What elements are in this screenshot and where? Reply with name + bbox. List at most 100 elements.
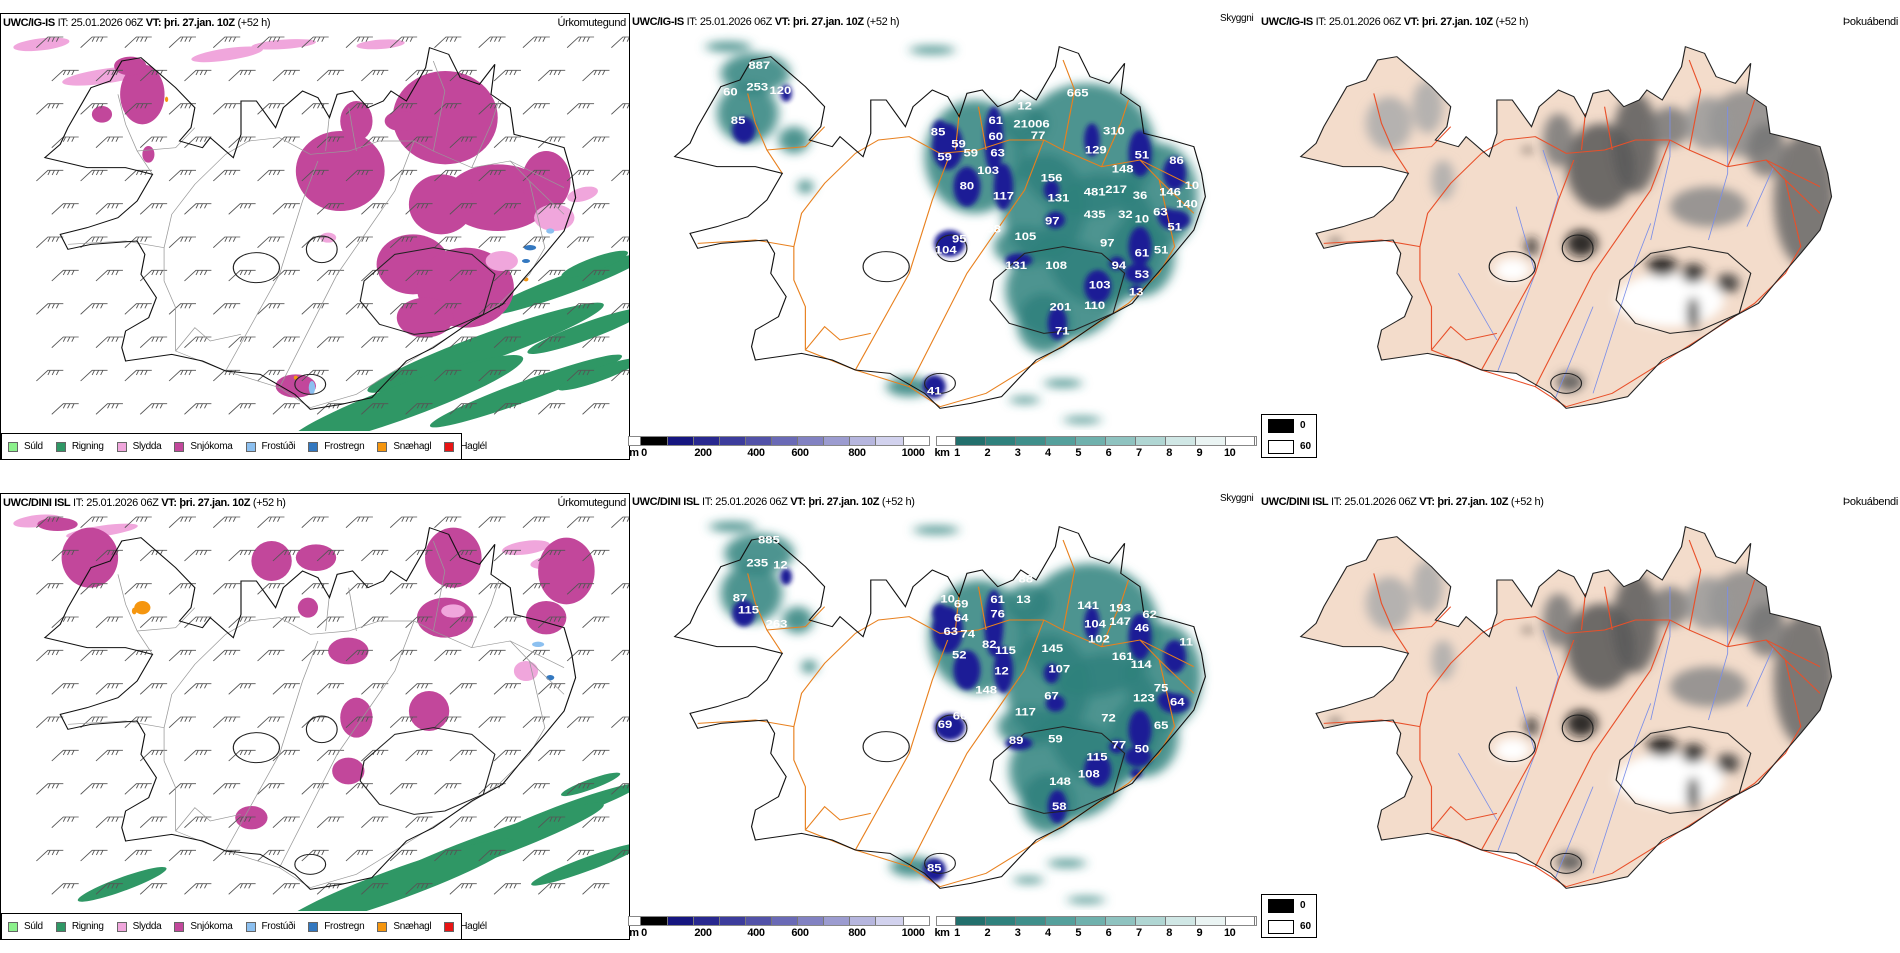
rain-area	[560, 772, 621, 797]
wind-barb	[228, 549, 256, 562]
legend-item-rigning: Rigning	[55, 441, 104, 452]
wind-barb	[184, 336, 212, 348]
wind-barb	[478, 649, 506, 662]
cloud-base-value: 59	[951, 137, 966, 150]
precip-area	[546, 675, 555, 681]
cloud-base-value: 148	[1049, 775, 1071, 788]
low-cloud-base-area	[732, 116, 756, 144]
wind-barb	[139, 336, 168, 348]
wind-barb	[257, 369, 285, 382]
wind-barb	[51, 136, 79, 148]
panel-title-visibility: Skyggni	[1220, 493, 1254, 504]
model-row-dini-isl: UWC/DINI ISL IT: 25.01.2026 06Z VT: þri.…	[0, 493, 1900, 953]
cloud-base-value: 108	[1045, 259, 1067, 272]
legend-label: Snjókoma	[190, 921, 233, 932]
wind-barb	[611, 849, 629, 862]
colorbar-cell	[641, 437, 668, 445]
precip-type-map[interactable]	[1, 494, 630, 911]
colorbar-cell	[1046, 917, 1076, 925]
cloud-base-value: 63	[1153, 205, 1168, 218]
low-cloud-base-area	[934, 713, 965, 740]
wind-barb	[493, 69, 521, 82]
colorbar-tick: 5	[1075, 447, 1082, 459]
rain-area	[561, 250, 629, 278]
wind-barb	[168, 849, 196, 862]
low-visibility-area	[778, 126, 810, 154]
legend-label: Slydda	[132, 441, 162, 452]
init-time: IT: 25.01.2026 06Z	[73, 497, 159, 509]
low-visibility-area	[1005, 583, 1052, 624]
wind-barb	[434, 516, 462, 528]
wind-barb	[566, 649, 595, 662]
wind-barb	[257, 849, 285, 862]
wind-barb	[80, 516, 108, 528]
wind-barb	[272, 136, 300, 148]
colorbar-cell	[824, 437, 850, 445]
wind-barb	[493, 269, 521, 282]
fog-index-area	[1494, 258, 1530, 282]
cloud-base-value: 87	[733, 591, 748, 604]
wind-barb	[316, 749, 345, 762]
wind-barb	[139, 403, 168, 415]
wind-barb	[228, 883, 256, 895]
wind-barb	[493, 203, 521, 215]
init-time: IT: 25.01.2026 06Z	[1331, 496, 1417, 508]
fog-swatch-0	[1268, 899, 1294, 913]
cloud-base-value: 156	[1041, 171, 1063, 184]
cloud-base-value: 110	[1084, 299, 1105, 312]
colorbar-cell	[720, 437, 746, 445]
precip-type-map[interactable]	[1, 14, 630, 431]
wind-barb	[611, 169, 629, 182]
colorbar-cell	[1016, 917, 1046, 925]
model-name: UWC/DINI ISL	[3, 497, 71, 509]
wind-barb	[361, 269, 389, 282]
wind-barb	[184, 616, 212, 628]
snow-area	[328, 637, 369, 665]
wind-barb	[36, 583, 64, 595]
cloud-base-value: 59	[937, 150, 952, 163]
fog-index-map[interactable]	[1263, 13, 1900, 430]
precip-area	[485, 251, 518, 271]
wind-barb	[611, 236, 629, 248]
cloud-base-value: 85	[931, 125, 946, 138]
colorbar-tick: 3	[1014, 447, 1021, 459]
fog-index-area	[1669, 186, 1747, 227]
wind-barb	[361, 883, 389, 895]
low-cloud-base-area	[1124, 263, 1152, 284]
colorbar-cell	[772, 917, 798, 925]
wind-barb	[51, 683, 79, 695]
cloud-base-value: 104	[935, 243, 957, 256]
colorbar-unit: km	[934, 927, 950, 939]
colorbar-cell	[1076, 917, 1106, 925]
wind-barb	[257, 716, 285, 728]
rain-area	[278, 838, 516, 911]
fog-index-area	[1543, 113, 1574, 167]
wind-barb	[361, 683, 389, 695]
low-cloud-base-area	[1124, 746, 1152, 767]
wind-barb	[537, 549, 566, 562]
low-cloud-base-area	[732, 600, 756, 627]
wind-barb	[611, 103, 629, 115]
cloud-base-value: 51	[1167, 220, 1182, 233]
low-cloud-base-area	[1128, 226, 1152, 267]
wind-barb	[36, 303, 64, 315]
fog-index-area	[1716, 273, 1740, 294]
wind-barb	[434, 649, 462, 662]
legend-label: Rigning	[71, 441, 104, 452]
wind-barb	[493, 136, 521, 148]
legend-swatch	[245, 441, 256, 452]
cloud-base-value: 102	[1088, 632, 1110, 645]
wind-barb	[301, 649, 329, 662]
fog-index-map[interactable]	[1263, 493, 1900, 910]
fog-index-area	[1566, 710, 1597, 737]
cloud-base-value: 69	[954, 597, 969, 610]
wind-barb	[168, 649, 196, 662]
panel-header: UWC/DINI ISL IT: 25.01.2026 06Z VT: þri.…	[3, 497, 286, 510]
wind-barb	[434, 369, 462, 382]
wind-barb	[493, 749, 521, 762]
wind-barb	[168, 369, 196, 382]
legend-item-snæhagl: Snæhagl	[377, 441, 432, 452]
colorbar-cell	[629, 437, 641, 445]
